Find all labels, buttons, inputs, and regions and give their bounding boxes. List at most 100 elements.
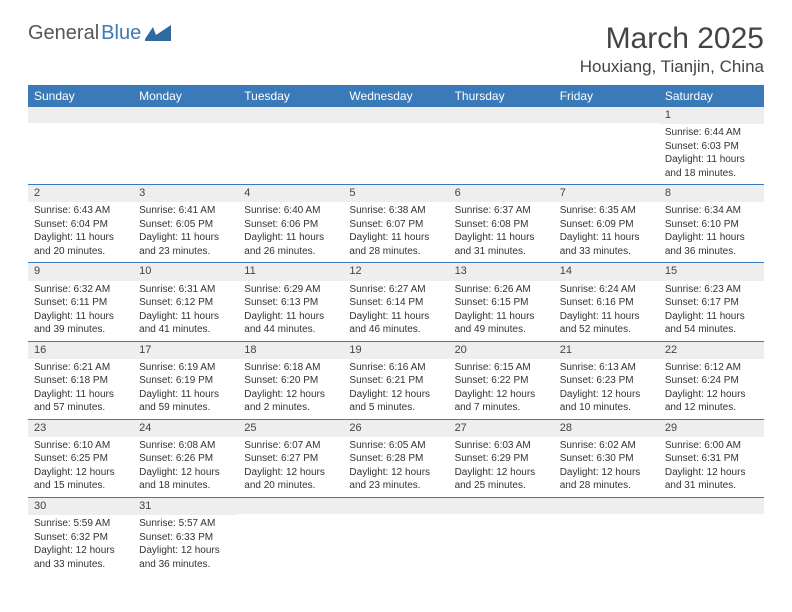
weekday-header: Sunday	[28, 85, 133, 107]
daylight-text: Daylight: 12 hours and 7 minutes.	[455, 388, 548, 415]
calendar-day-cell	[554, 107, 659, 185]
sunset-text: Sunset: 6:08 PM	[455, 218, 548, 232]
daylight-text: Daylight: 11 hours and 36 minutes.	[665, 231, 758, 258]
sunset-text: Sunset: 6:04 PM	[34, 218, 127, 232]
day-details: Sunrise: 6:43 AMSunset: 6:04 PMDaylight:…	[28, 202, 133, 262]
sunset-text: Sunset: 6:12 PM	[139, 296, 232, 310]
calendar-day-cell: 31Sunrise: 5:57 AMSunset: 6:33 PMDayligh…	[133, 497, 238, 575]
sunset-text: Sunset: 6:14 PM	[349, 296, 442, 310]
day-details: Sunrise: 6:07 AMSunset: 6:27 PMDaylight:…	[238, 437, 343, 497]
day-details: Sunrise: 6:02 AMSunset: 6:30 PMDaylight:…	[554, 437, 659, 497]
day-details: Sunrise: 6:31 AMSunset: 6:12 PMDaylight:…	[133, 281, 238, 341]
calendar-week-row: 1Sunrise: 6:44 AMSunset: 6:03 PMDaylight…	[28, 107, 764, 185]
sunrise-text: Sunrise: 6:27 AM	[349, 283, 442, 297]
daylight-text: Daylight: 12 hours and 36 minutes.	[139, 544, 232, 571]
sunrise-text: Sunrise: 6:32 AM	[34, 283, 127, 297]
logo-text-blue: Blue	[101, 22, 141, 45]
header-row: GeneralBlue March 2025 Houxiang, Tianjin…	[28, 22, 764, 77]
sunset-text: Sunset: 6:06 PM	[244, 218, 337, 232]
calendar-day-cell: 7Sunrise: 6:35 AMSunset: 6:09 PMDaylight…	[554, 185, 659, 263]
calendar-day-cell	[238, 107, 343, 185]
day-number: 4	[238, 185, 343, 202]
day-details: Sunrise: 6:24 AMSunset: 6:16 PMDaylight:…	[554, 281, 659, 341]
sunrise-text: Sunrise: 6:23 AM	[665, 283, 758, 297]
sunset-text: Sunset: 6:15 PM	[455, 296, 548, 310]
daylight-text: Daylight: 12 hours and 10 minutes.	[560, 388, 653, 415]
sunrise-text: Sunrise: 6:37 AM	[455, 204, 548, 218]
sunrise-text: Sunrise: 6:18 AM	[244, 361, 337, 375]
calendar-week-row: 2Sunrise: 6:43 AMSunset: 6:04 PMDaylight…	[28, 185, 764, 263]
day-number: 14	[554, 263, 659, 280]
day-number: 22	[659, 342, 764, 359]
daylight-text: Daylight: 12 hours and 23 minutes.	[349, 466, 442, 493]
weekday-header: Thursday	[449, 85, 554, 107]
daylight-text: Daylight: 12 hours and 2 minutes.	[244, 388, 337, 415]
sunrise-text: Sunrise: 6:08 AM	[139, 439, 232, 453]
day-number: 26	[343, 420, 448, 437]
day-details: Sunrise: 5:57 AMSunset: 6:33 PMDaylight:…	[133, 515, 238, 575]
day-number-bar	[449, 107, 554, 123]
day-details: Sunrise: 6:37 AMSunset: 6:08 PMDaylight:…	[449, 202, 554, 262]
sunset-text: Sunset: 6:11 PM	[34, 296, 127, 310]
sunrise-text: Sunrise: 6:24 AM	[560, 283, 653, 297]
day-details: Sunrise: 6:05 AMSunset: 6:28 PMDaylight:…	[343, 437, 448, 497]
day-number: 2	[28, 185, 133, 202]
sunset-text: Sunset: 6:28 PM	[349, 452, 442, 466]
day-details: Sunrise: 6:26 AMSunset: 6:15 PMDaylight:…	[449, 281, 554, 341]
daylight-text: Daylight: 11 hours and 54 minutes.	[665, 310, 758, 337]
day-number: 17	[133, 342, 238, 359]
calendar-day-cell: 27Sunrise: 6:03 AMSunset: 6:29 PMDayligh…	[449, 419, 554, 497]
calendar-day-cell: 10Sunrise: 6:31 AMSunset: 6:12 PMDayligh…	[133, 263, 238, 341]
day-number-bar	[554, 107, 659, 123]
day-number: 21	[554, 342, 659, 359]
calendar-day-cell: 12Sunrise: 6:27 AMSunset: 6:14 PMDayligh…	[343, 263, 448, 341]
sunrise-text: Sunrise: 6:35 AM	[560, 204, 653, 218]
sunset-text: Sunset: 6:16 PM	[560, 296, 653, 310]
day-details: Sunrise: 6:38 AMSunset: 6:07 PMDaylight:…	[343, 202, 448, 262]
day-number: 5	[343, 185, 448, 202]
calendar-header: SundayMondayTuesdayWednesdayThursdayFrid…	[28, 85, 764, 107]
day-number: 12	[343, 263, 448, 280]
day-number: 18	[238, 342, 343, 359]
calendar-day-cell	[238, 497, 343, 575]
sunrise-text: Sunrise: 6:38 AM	[349, 204, 442, 218]
sunrise-text: Sunrise: 6:19 AM	[139, 361, 232, 375]
sunset-text: Sunset: 6:09 PM	[560, 218, 653, 232]
calendar-day-cell: 19Sunrise: 6:16 AMSunset: 6:21 PMDayligh…	[343, 341, 448, 419]
day-number: 30	[28, 498, 133, 515]
day-number: 23	[28, 420, 133, 437]
day-number-bar	[28, 107, 133, 123]
day-number-bar	[238, 498, 343, 514]
day-details: Sunrise: 6:13 AMSunset: 6:23 PMDaylight:…	[554, 359, 659, 419]
day-details: Sunrise: 6:03 AMSunset: 6:29 PMDaylight:…	[449, 437, 554, 497]
weekday-header: Saturday	[659, 85, 764, 107]
sunset-text: Sunset: 6:20 PM	[244, 374, 337, 388]
day-number: 1	[659, 107, 764, 124]
day-details: Sunrise: 6:32 AMSunset: 6:11 PMDaylight:…	[28, 281, 133, 341]
day-number: 27	[449, 420, 554, 437]
day-details: Sunrise: 6:12 AMSunset: 6:24 PMDaylight:…	[659, 359, 764, 419]
calendar-day-cell: 20Sunrise: 6:15 AMSunset: 6:22 PMDayligh…	[449, 341, 554, 419]
sunset-text: Sunset: 6:19 PM	[139, 374, 232, 388]
day-details: Sunrise: 6:19 AMSunset: 6:19 PMDaylight:…	[133, 359, 238, 419]
daylight-text: Daylight: 12 hours and 33 minutes.	[34, 544, 127, 571]
sunset-text: Sunset: 6:17 PM	[665, 296, 758, 310]
daylight-text: Daylight: 12 hours and 12 minutes.	[665, 388, 758, 415]
day-number: 28	[554, 420, 659, 437]
sunrise-text: Sunrise: 6:40 AM	[244, 204, 337, 218]
calendar-day-cell	[659, 497, 764, 575]
calendar-day-cell	[28, 107, 133, 185]
sunset-text: Sunset: 6:30 PM	[560, 452, 653, 466]
title-block: March 2025 Houxiang, Tianjin, China	[580, 22, 764, 77]
calendar-day-cell: 23Sunrise: 6:10 AMSunset: 6:25 PMDayligh…	[28, 419, 133, 497]
sunset-text: Sunset: 6:25 PM	[34, 452, 127, 466]
day-number: 25	[238, 420, 343, 437]
day-number-bar	[659, 498, 764, 514]
sunset-text: Sunset: 6:10 PM	[665, 218, 758, 232]
daylight-text: Daylight: 12 hours and 25 minutes.	[455, 466, 548, 493]
sunrise-text: Sunrise: 6:44 AM	[665, 126, 758, 140]
day-details: Sunrise: 6:08 AMSunset: 6:26 PMDaylight:…	[133, 437, 238, 497]
day-number: 16	[28, 342, 133, 359]
day-number: 10	[133, 263, 238, 280]
flag-icon	[145, 25, 171, 43]
